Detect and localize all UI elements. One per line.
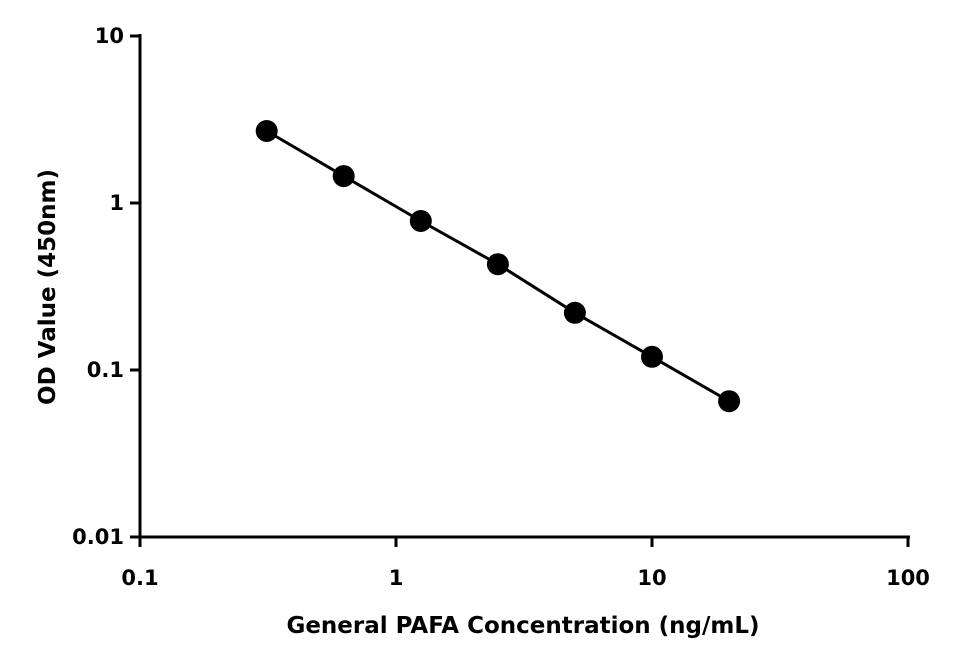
- x-tick-label: 1: [389, 566, 404, 590]
- y-tick-label: 0.1: [87, 358, 124, 382]
- data-point: [255, 120, 278, 142]
- data-point: [409, 210, 432, 232]
- x-tick-label: 10: [637, 566, 666, 590]
- series: [255, 120, 741, 413]
- y-tick-label: 10: [95, 24, 124, 48]
- data-point: [486, 253, 509, 276]
- x-axis-title: General PAFA Concentration (ng/mL): [286, 613, 759, 639]
- y-axis-title: OD Value (450nm): [35, 169, 61, 405]
- x-tick-label: 0.1: [121, 566, 158, 590]
- data-point: [641, 345, 663, 368]
- y-tick-label: 1: [109, 191, 124, 215]
- x-tick-label: 100: [886, 566, 930, 590]
- data-point: [718, 390, 741, 413]
- data-point: [332, 165, 355, 188]
- data-point: [563, 301, 586, 324]
- y-tick-label: 0.01: [72, 525, 124, 549]
- axes: 0.01 0.1 1 10 0.1 1 10 100: [72, 24, 930, 590]
